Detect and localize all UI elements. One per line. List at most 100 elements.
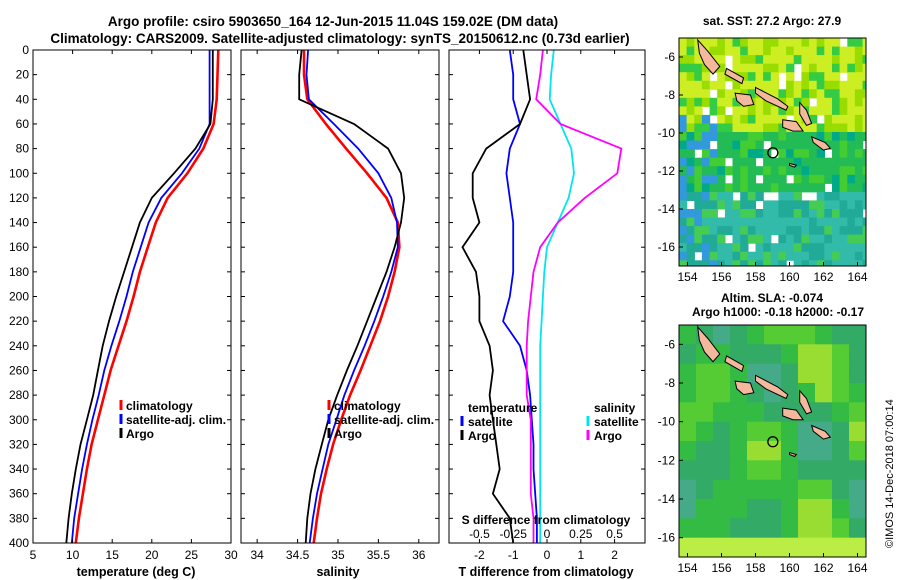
sst-map-frame	[678, 37, 867, 267]
map-cell	[747, 402, 765, 423]
map-cell	[778, 106, 787, 116]
map-cell	[786, 132, 795, 142]
map-cell	[709, 132, 718, 142]
map-cell	[717, 38, 726, 48]
map-cell	[815, 479, 833, 500]
map-cell	[786, 63, 795, 73]
map-cell	[809, 260, 818, 266]
map-cell	[854, 55, 864, 65]
map-cell	[824, 251, 833, 261]
map-cell	[793, 217, 802, 227]
map-cell	[778, 89, 787, 99]
map-cell	[686, 46, 695, 56]
temperature-legend-satellite: satellite-adj. clim.	[126, 413, 226, 427]
map-cell	[854, 132, 864, 142]
map-cell	[755, 251, 764, 261]
difference-legend-temperature: temperature satellite Argo	[460, 401, 538, 443]
map-cell	[809, 234, 818, 244]
map-cell	[801, 97, 810, 107]
sst-map-xtick-label: 160	[779, 270, 799, 284]
map-cell	[755, 140, 764, 150]
map-cell	[824, 217, 833, 227]
map-cell	[764, 460, 782, 481]
map-cell	[824, 191, 833, 201]
temperature-legend-argo: Argo	[126, 427, 154, 441]
map-cell	[686, 132, 695, 142]
difference-series-3	[525, 50, 623, 543]
sst-map-xtick-label: 158	[745, 270, 765, 284]
map-cell	[686, 80, 695, 90]
map-cell	[770, 166, 780, 176]
map-cell	[816, 149, 825, 159]
map-cell	[832, 251, 841, 261]
map-cell	[798, 479, 816, 500]
map-cell	[854, 46, 864, 56]
map-cell	[679, 200, 688, 210]
map-cell	[832, 106, 841, 116]
map-cell	[701, 157, 711, 167]
map-cell	[770, 209, 780, 219]
map-cell	[747, 140, 757, 150]
map-cell	[732, 200, 741, 210]
map-cell	[679, 325, 697, 345]
map-cell	[724, 209, 734, 219]
map-cell	[730, 537, 748, 557]
map-cell	[801, 251, 810, 261]
map-cell	[849, 518, 866, 539]
difference-s-xtick-label: -0.5	[469, 527, 490, 541]
map-cell	[679, 97, 688, 107]
map-cell	[809, 149, 818, 159]
difference-legend-salinity: salinity satellite Argo	[586, 401, 639, 443]
map-cell	[786, 38, 795, 48]
map-cell	[747, 518, 765, 539]
map-cell	[755, 46, 764, 56]
map-cell	[854, 72, 864, 82]
map-cell	[701, 226, 711, 236]
map-cell	[801, 243, 810, 253]
map-cell	[801, 157, 810, 167]
map-cell	[713, 479, 731, 500]
map-cell	[816, 80, 825, 90]
sla-map-xtick-label: 162	[813, 561, 833, 575]
map-cell	[824, 72, 833, 82]
map-cell	[764, 518, 782, 539]
map-cell	[686, 157, 695, 167]
sst-map-ytick-label: -8	[664, 88, 675, 102]
map-cell	[824, 157, 833, 167]
salinity-xtick-label: 34.5	[286, 548, 310, 562]
difference-panel: -2 -1 0 1 2 -0.5 -0.25 0 0.25 0.5 S difference f…	[448, 49, 646, 579]
temperature-ytick-label: 200	[9, 290, 29, 304]
map-cell	[732, 149, 741, 159]
map-cell	[717, 114, 726, 124]
map-cell	[701, 149, 711, 159]
sla-map-xtick-label: 154	[677, 561, 697, 575]
map-cell	[847, 46, 856, 56]
map-cell	[747, 174, 757, 184]
map-cell	[778, 243, 787, 253]
map-cell	[786, 200, 795, 210]
map-cell	[696, 363, 714, 384]
map-cell	[839, 97, 848, 107]
map-cell	[815, 499, 833, 519]
map-cell	[701, 260, 711, 266]
map-cell	[839, 209, 848, 219]
map-cell	[696, 383, 714, 403]
island-choiseul	[724, 67, 745, 85]
map-cell	[798, 421, 816, 442]
map-cell	[801, 38, 810, 48]
map-cell	[701, 234, 711, 244]
map-cell	[713, 402, 731, 423]
map-cell	[816, 251, 825, 261]
sst-map-xtick-label: 156	[711, 270, 731, 284]
map-cell	[847, 80, 856, 90]
temperature-legend: climatology satellite-adj. clim. Argo	[119, 399, 226, 441]
map-cell	[786, 106, 795, 116]
map-cell	[770, 183, 780, 193]
map-cell	[839, 243, 848, 253]
map-cell	[713, 441, 731, 461]
map-cell	[696, 402, 714, 423]
map-cell	[740, 80, 749, 90]
map-cell	[686, 217, 695, 227]
salinity-legend-climatology: climatology	[334, 399, 401, 413]
